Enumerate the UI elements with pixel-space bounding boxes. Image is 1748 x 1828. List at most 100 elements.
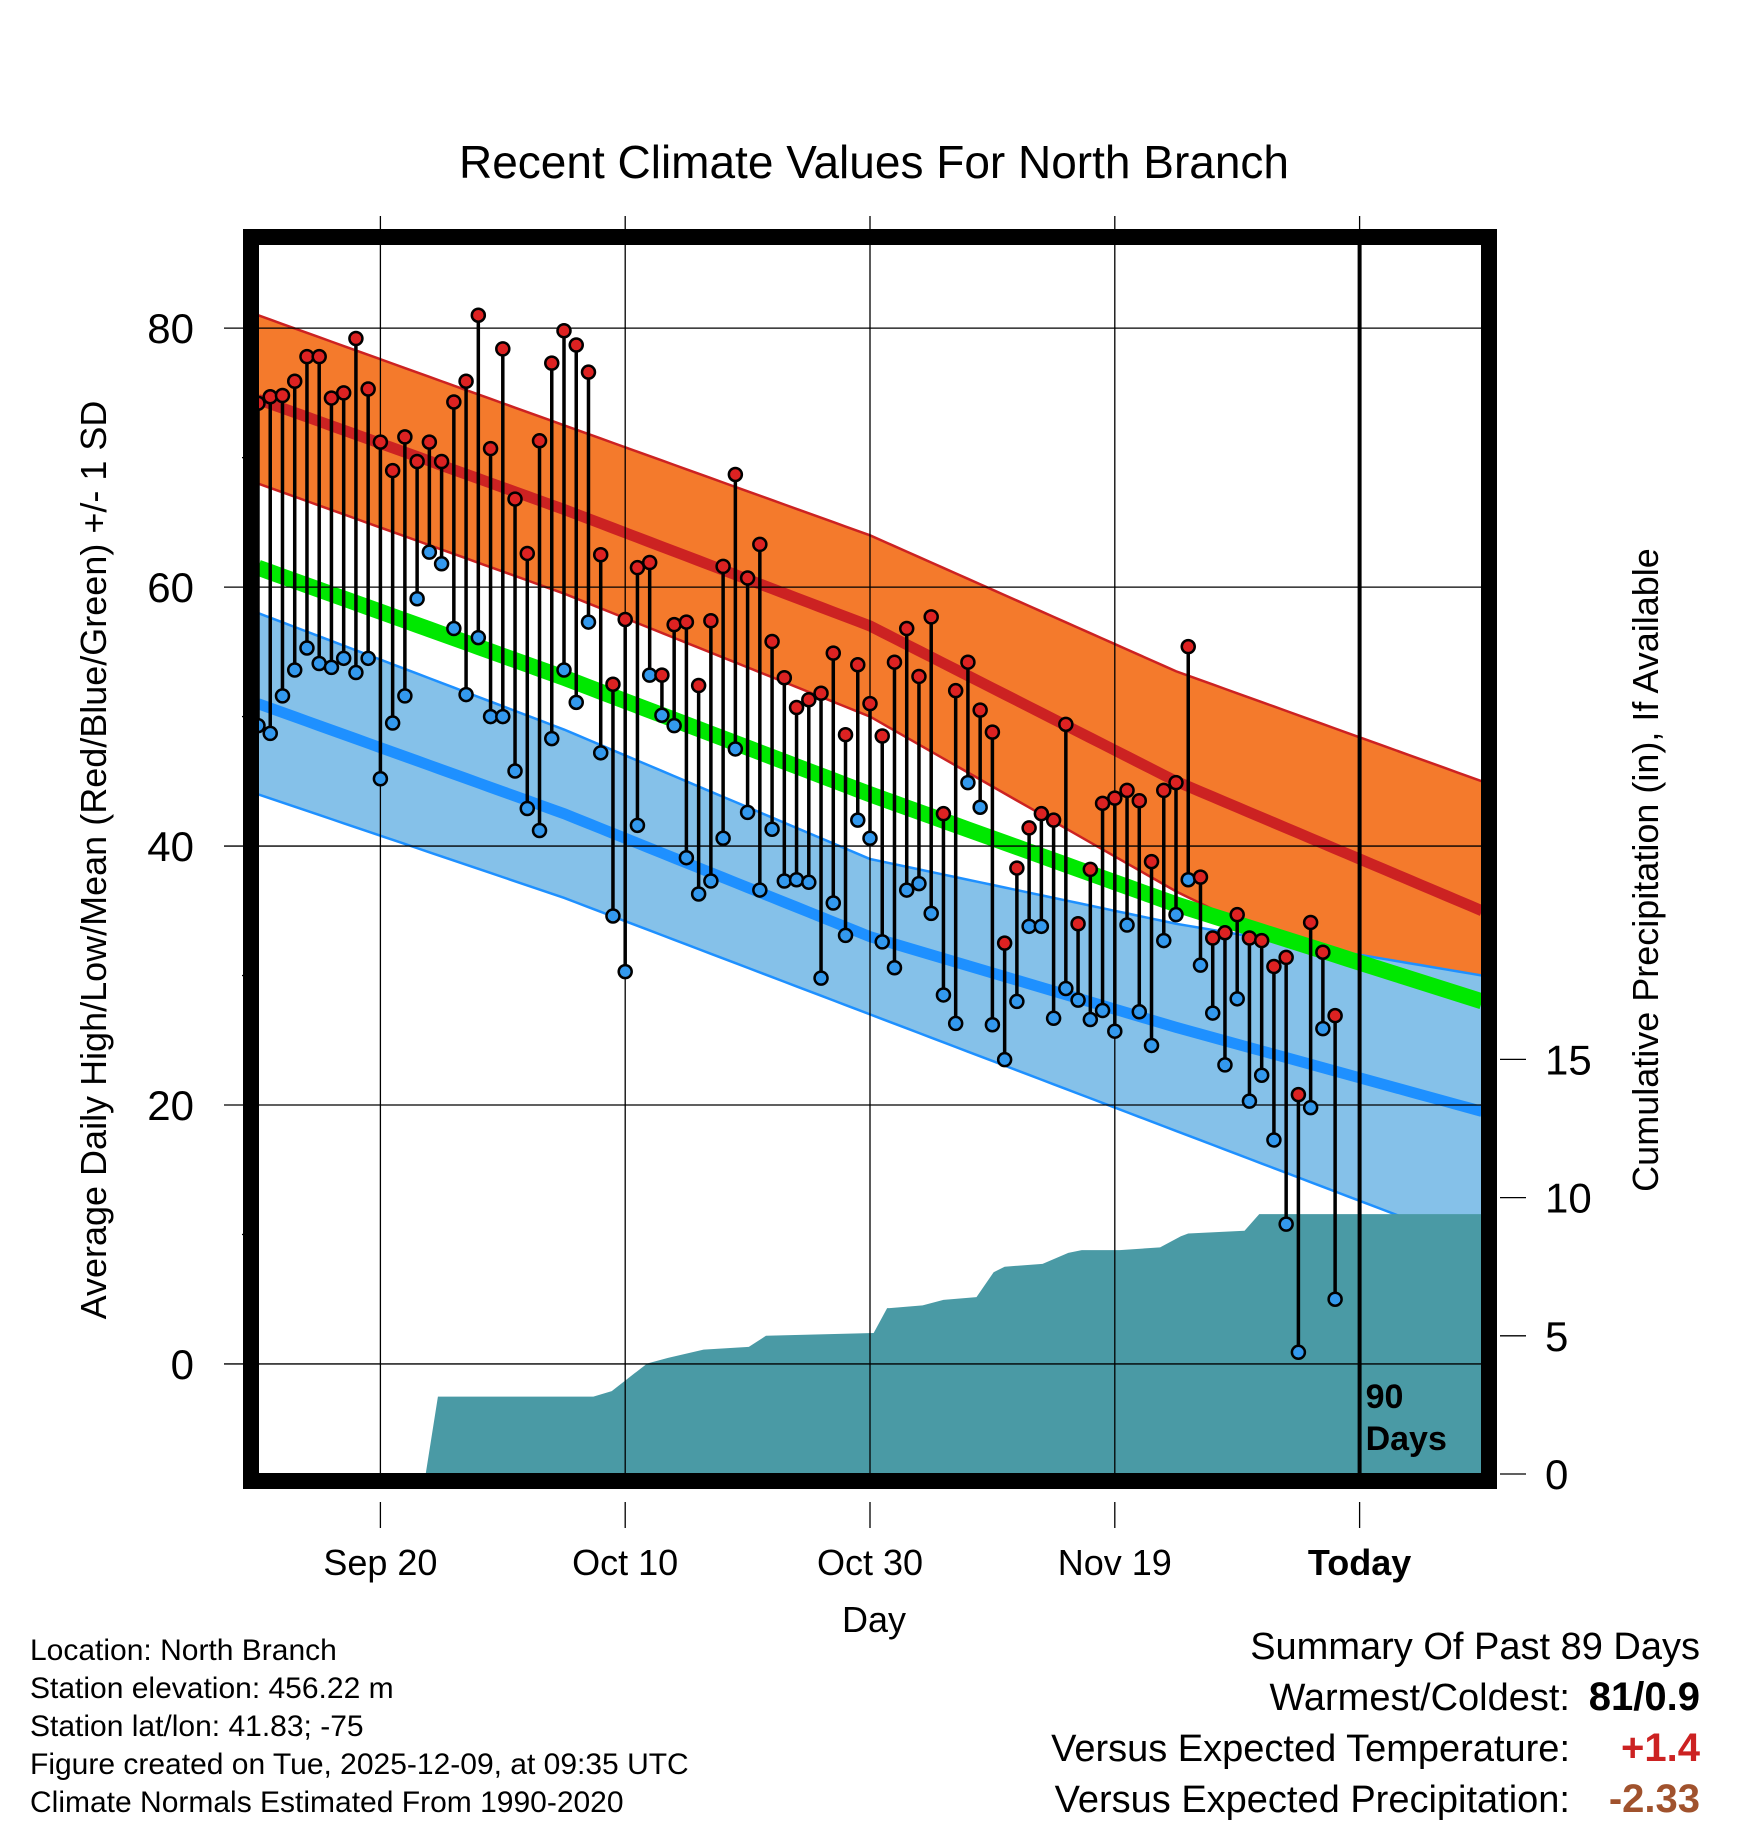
plot-area: 90 Days 0 20 40 60 80 0 5 10 15 Sep 20 Oct 10 Oct 30 N…	[147, 216, 1592, 1583]
daily-high-point	[678, 614, 695, 630]
daily-low-point	[996, 1051, 1013, 1068]
daily-high-point	[960, 654, 976, 670]
summary-panel: Summary Of Past 89 Days Warmest/Coldest:…	[1051, 1622, 1700, 1825]
summary-title: Summary Of Past 89 Days	[1250, 1626, 1700, 1668]
daily-low-point	[935, 987, 952, 1003]
x-axis-label: Day	[842, 1599, 906, 1640]
y2-tick-label: 15	[1545, 1036, 1592, 1083]
daily-high-point	[1107, 790, 1123, 806]
daily-low-point	[605, 908, 621, 924]
precip-value: -2.33	[1608, 1777, 1700, 1821]
daily-high-point	[592, 546, 609, 563]
daily-low-point	[568, 694, 584, 711]
daily-high-point	[935, 805, 952, 822]
daily-high-point	[923, 609, 939, 625]
daily-high-point	[1217, 925, 1233, 941]
daily-high-point	[1192, 869, 1209, 885]
daily-low-point	[360, 650, 376, 667]
daily-low-point	[666, 717, 682, 734]
daily-high-point	[1033, 805, 1050, 822]
station-info: Location: North Branch Station elevation…	[30, 1632, 689, 1822]
daily-high-point	[874, 728, 890, 744]
daily-low-point	[446, 620, 462, 637]
daily-high-point	[495, 341, 511, 357]
daily-low-point	[1229, 991, 1245, 1007]
daily-low-point	[433, 556, 450, 572]
daily-high-point	[727, 466, 744, 483]
daily-low-point	[531, 822, 548, 839]
daily-low-point	[825, 895, 842, 911]
daily-high-point	[1168, 774, 1184, 791]
summary-precip-row: Versus Expected Precipitation: -2.33	[1051, 1774, 1700, 1825]
daily-high-point	[531, 433, 548, 449]
daily-low-point	[458, 686, 474, 703]
daily-high-point	[605, 676, 621, 692]
daily-high-point	[1045, 812, 1062, 828]
daily-high-point	[788, 699, 805, 716]
daily-low-point	[703, 873, 719, 889]
y-tick-label: 20	[147, 1082, 194, 1129]
created-text: Figure created on Tue, 2025-12-09, at 09…	[30, 1748, 689, 1781]
warmest-label: Warmest/Coldest:	[1269, 1677, 1570, 1719]
daily-low-point	[299, 640, 315, 656]
daily-high-point	[1302, 914, 1319, 931]
daily-low-point	[1082, 1011, 1099, 1028]
daily-high-point	[446, 394, 462, 410]
today-days-label: 90	[1366, 1378, 1404, 1416]
y2-tick-label: 10	[1545, 1175, 1592, 1222]
daily-high-point	[1119, 782, 1135, 799]
daily-high-point	[703, 613, 719, 629]
daily-low-point	[1143, 1037, 1160, 1054]
daily-high-point	[1156, 782, 1172, 799]
daily-high-point	[641, 554, 658, 571]
daily-high-point	[850, 657, 866, 673]
precip-label: Versus Expected Precipitation:	[1054, 1779, 1570, 1821]
daily-high-point	[1241, 930, 1258, 946]
x-tick-label: Today	[1308, 1542, 1411, 1583]
daily-high-point	[1229, 906, 1245, 923]
daily-low-point	[409, 591, 425, 607]
daily-high-point	[1315, 944, 1331, 960]
daily-high-point	[409, 453, 425, 470]
daily-high-point	[690, 677, 707, 694]
y-tick-label: 0	[171, 1341, 194, 1388]
daily-low-point	[654, 707, 670, 724]
daily-high-point	[1278, 949, 1294, 966]
daily-high-point	[1009, 860, 1025, 876]
daily-low-point	[984, 1016, 1001, 1033]
daily-low-point	[727, 741, 744, 757]
daily-high-point	[286, 373, 303, 389]
daily-high-point	[274, 387, 291, 404]
x-tick-label: Oct 10	[572, 1542, 678, 1583]
daily-high-point	[862, 695, 878, 712]
summary-temp-row: Versus Expected Temperature: +1.4	[1051, 1723, 1700, 1774]
daily-low-point	[262, 725, 278, 742]
daily-low-point	[286, 662, 303, 678]
daily-low-point	[972, 799, 988, 815]
daily-low-point	[1168, 906, 1184, 923]
daily-high-point	[666, 616, 682, 633]
chart-title: Recent Climate Values For North Branch	[459, 136, 1289, 188]
today-days-label: Days	[1366, 1420, 1447, 1458]
daily-high-point	[1180, 638, 1196, 655]
daily-low-point	[788, 871, 805, 888]
daily-low-point	[862, 830, 878, 847]
daily-high-point	[776, 669, 793, 686]
daily-high-point	[654, 667, 670, 683]
daily-low-point	[1058, 980, 1074, 997]
daily-low-point	[1180, 871, 1196, 888]
y2-tick-label: 0	[1545, 1451, 1568, 1498]
daily-high-point	[311, 348, 327, 365]
x-tick-label: Oct 30	[817, 1542, 923, 1583]
daily-high-point	[556, 322, 572, 339]
daily-high-point	[801, 691, 817, 708]
daily-low-point	[752, 882, 768, 898]
summary-warmest-row: Warmest/Coldest: 81/0.9	[1051, 1672, 1700, 1723]
daily-low-point	[801, 874, 817, 891]
daily-high-point	[1131, 792, 1148, 809]
daily-low-point	[1302, 1099, 1319, 1116]
daily-low-point	[1070, 992, 1086, 1008]
daily-high-point	[984, 724, 1001, 740]
daily-high-point	[972, 702, 988, 718]
daily-high-point	[433, 453, 450, 470]
